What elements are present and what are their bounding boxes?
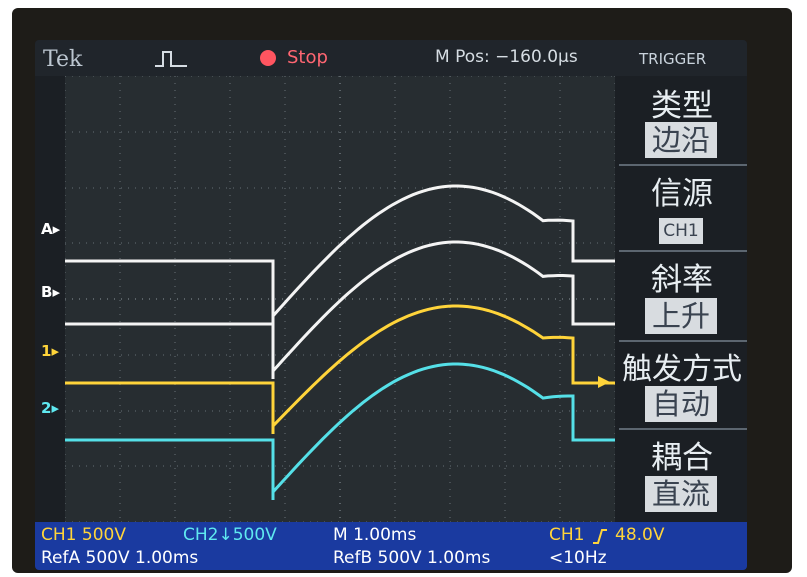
- ch2-scale: CH2↓500V: [183, 525, 277, 545]
- acquisition-state: Stop: [287, 47, 328, 68]
- menu-coupling-title: 耦合: [651, 440, 713, 476]
- menu-type-button[interactable]: 边沿: [645, 122, 717, 158]
- trigger-level: 48.0V: [615, 525, 665, 545]
- top-status-bar: Tek Stop M Pos: −160.0µs TRIGGER: [35, 40, 747, 76]
- menu-slope-button[interactable]: 上升: [645, 298, 717, 334]
- refB-trace: [65, 240, 615, 379]
- menu-mode-title: 触发方式: [622, 352, 742, 387]
- ch2-trace: [65, 362, 615, 500]
- menu-coupling-button[interactable]: 直流: [645, 476, 717, 512]
- trigger-menu: 类型 边沿 信源 CH1 斜率 上升 触发方式 自动 耦合 直流: [617, 76, 747, 522]
- scope-screen: Tek Stop M Pos: −160.0µs TRIGGER 🡇 A▸ B▸…: [35, 40, 747, 570]
- menu-divider: [619, 164, 747, 166]
- ch1-marker: 1▸: [41, 342, 59, 360]
- menu-mode-button[interactable]: 自动: [645, 386, 717, 422]
- menu-source-title: 信源: [651, 176, 713, 212]
- stop-icon: [260, 50, 276, 66]
- timebase: M 1.00ms: [333, 525, 417, 545]
- menu-divider: [619, 428, 747, 430]
- rising-edge-icon: [593, 529, 607, 544]
- refB-settings: RefB 500V 1.00ms: [333, 548, 491, 568]
- waveform-graticule: [64, 75, 616, 523]
- ch2-marker: 2▸: [41, 399, 59, 417]
- menu-source-button[interactable]: CH1: [659, 218, 703, 244]
- trigger-level-icon: [598, 376, 610, 388]
- refA-trace: [65, 184, 615, 324]
- ch1-scale: CH1 500V: [41, 525, 126, 545]
- pulse-icon: [155, 51, 187, 67]
- menu-slope-title: 斜率: [651, 262, 713, 298]
- refB-marker: B▸: [41, 283, 60, 301]
- brand-logo: Tek: [43, 47, 83, 72]
- waveform-display: [64, 75, 616, 523]
- menu-type-title: 类型: [651, 88, 713, 124]
- horizontal-position: M Pos: −160.0µs: [435, 47, 578, 67]
- menu-divider: [619, 340, 747, 342]
- trigger-source: CH1: [549, 525, 585, 545]
- refA-settings: RefA 500V 1.00ms: [41, 548, 199, 568]
- ch1-trace: [65, 304, 615, 434]
- trigger-frequency: <10Hz: [549, 548, 607, 568]
- bottom-status-bar: CH1 500V CH2↓500V M 1.00ms CH1 48.0V Ref…: [35, 522, 747, 570]
- refA-marker: A▸: [41, 220, 61, 238]
- menu-title: TRIGGER: [639, 50, 707, 68]
- menu-divider: [619, 250, 747, 252]
